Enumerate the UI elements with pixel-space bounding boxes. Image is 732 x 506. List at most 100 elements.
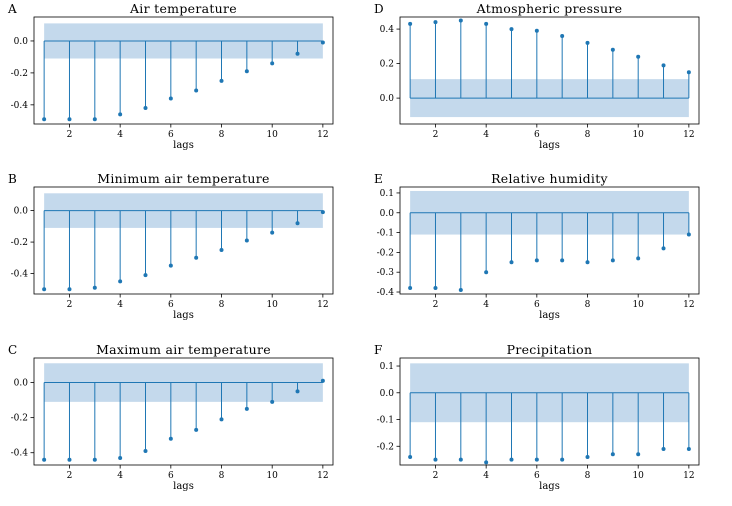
chart-title: Precipitation <box>507 342 593 357</box>
chart-title: Minimum air temperature <box>97 171 269 186</box>
stem-marker <box>118 279 123 284</box>
stem-marker <box>686 446 691 451</box>
plot-frame <box>399 16 700 125</box>
stem-marker <box>636 452 641 457</box>
x-tick-label: 2 <box>67 300 73 310</box>
stem-marker <box>118 455 123 460</box>
x-tick-label: 2 <box>433 471 439 481</box>
stem-marker <box>534 258 539 263</box>
stem-marker <box>484 270 489 275</box>
x-tick-label: 12 <box>683 130 694 140</box>
stem-marker <box>143 448 148 453</box>
stem-marker <box>143 273 148 278</box>
y-tick-label: 0.1 <box>380 362 394 372</box>
stem-marker <box>67 287 72 292</box>
x-tick-label: 8 <box>585 130 591 140</box>
chart-title: Atmospheric pressure <box>476 1 623 16</box>
stem-marker <box>270 230 275 235</box>
stem-marker <box>92 457 97 462</box>
x-axis-label: lags <box>173 481 194 492</box>
stem-marker <box>92 117 97 122</box>
stem-marker <box>219 78 224 83</box>
stem-marker <box>320 210 325 215</box>
stem-marker <box>686 232 691 237</box>
x-tick-label: 6 <box>168 130 174 140</box>
y-tick-label: -0.1 <box>377 229 394 239</box>
x-tick-label: 10 <box>266 130 278 140</box>
x-axis-label: lags <box>539 481 560 492</box>
panel-d: 2 4 6 8 10 12 0.4 0.2 0.0 D Atmospheric pressure la… <box>366 0 732 165</box>
stem-marker <box>585 260 590 265</box>
panel-letter: E <box>374 172 383 186</box>
stem-marker <box>433 20 438 25</box>
stem-marker <box>610 452 615 457</box>
panel-d-svg: 2 4 6 8 10 12 0.4 0.2 0.0 D Atmospheric pressure la… <box>374 1 700 151</box>
panel-e-svg: 2 4 6 8 10 12 0.1 0.0 -0.1 -0.2 -0.3 -0.4 E Relative … <box>374 171 700 321</box>
x-tick-label: 12 <box>317 130 328 140</box>
stem-marker <box>636 256 641 261</box>
x-tick-label: 4 <box>483 300 489 310</box>
x-tick-label: 10 <box>266 300 278 310</box>
y-tick-label: 0.0 <box>380 209 395 219</box>
plot-frame <box>33 16 334 125</box>
y-tick-label: -0.2 <box>11 238 28 248</box>
stem-marker <box>244 69 249 74</box>
x-tick-label: 2 <box>433 300 439 310</box>
stem-marker <box>42 287 47 292</box>
panel-e: 2 4 6 8 10 12 0.1 0.0 -0.1 -0.2 -0.3 -0.4 E Relative … <box>366 170 732 335</box>
x-tick-label: 4 <box>483 130 489 140</box>
stem-marker <box>194 88 199 93</box>
stem-marker <box>270 61 275 66</box>
panel-letter: B <box>8 172 17 186</box>
y-tick-label: 0.0 <box>14 379 29 389</box>
stem-marker <box>92 285 97 290</box>
y-tick-label: 0.4 <box>380 25 395 35</box>
stem-marker <box>408 21 413 26</box>
plot-frame <box>399 186 700 295</box>
stem-marker <box>560 33 565 38</box>
stem-marker <box>244 238 249 243</box>
stem-marker <box>295 389 300 394</box>
stem-marker <box>509 260 514 265</box>
stem-marker <box>585 454 590 459</box>
x-tick-label: 10 <box>266 471 278 481</box>
panel-f-svg: 2 4 6 8 10 12 0.1 0.0 -0.1 -0.2 F Precipitation lags <box>374 342 700 492</box>
stem-marker <box>194 427 199 432</box>
stem-marker <box>458 288 463 293</box>
stem-marker <box>67 457 72 462</box>
x-tick-label: 10 <box>632 300 644 310</box>
plot-frame <box>33 186 334 295</box>
stem-marker <box>42 117 47 122</box>
x-tick-label: 12 <box>683 471 694 481</box>
stem-marker <box>610 258 615 263</box>
stem-marker <box>295 221 300 226</box>
y-tick-label: -0.3 <box>377 268 395 278</box>
stem-marker <box>610 47 615 52</box>
panel-b-svg: 2 4 6 8 10 12 0.0 -0.2 -0.4 B Minimum air temperat… <box>8 171 334 321</box>
stem-marker <box>661 446 666 451</box>
chart-title: Air temperature <box>129 1 237 16</box>
stem-marker <box>458 18 463 23</box>
y-tick-label: -0.1 <box>377 416 394 426</box>
stem-marker <box>42 457 47 462</box>
x-tick-label: 2 <box>67 471 73 481</box>
stem-marker <box>143 106 148 111</box>
x-tick-label: 6 <box>534 130 540 140</box>
panel-b: 2 4 6 8 10 12 0.0 -0.2 -0.4 B Minimum air temperat… <box>0 170 366 335</box>
stem-marker <box>458 457 463 462</box>
x-axis-label: lags <box>173 140 194 151</box>
stem-marker <box>168 96 173 101</box>
x-tick-label: 2 <box>433 130 439 140</box>
chart-title: Maximum air temperature <box>96 342 271 357</box>
y-tick-label: -0.4 <box>11 449 29 459</box>
y-tick-label: -0.4 <box>377 288 395 298</box>
panel-c: 2 4 6 8 10 12 0.0 -0.2 -0.4 C Maximum air temperat… <box>0 341 366 506</box>
stem-marker <box>244 406 249 411</box>
stem-marker <box>408 286 413 291</box>
panel-letter: F <box>374 343 382 357</box>
stem-marker <box>560 258 565 263</box>
x-tick-label: 10 <box>632 130 644 140</box>
x-axis-label: lags <box>173 310 194 321</box>
stem-marker <box>686 70 691 75</box>
y-tick-label: 0.0 <box>14 37 29 47</box>
